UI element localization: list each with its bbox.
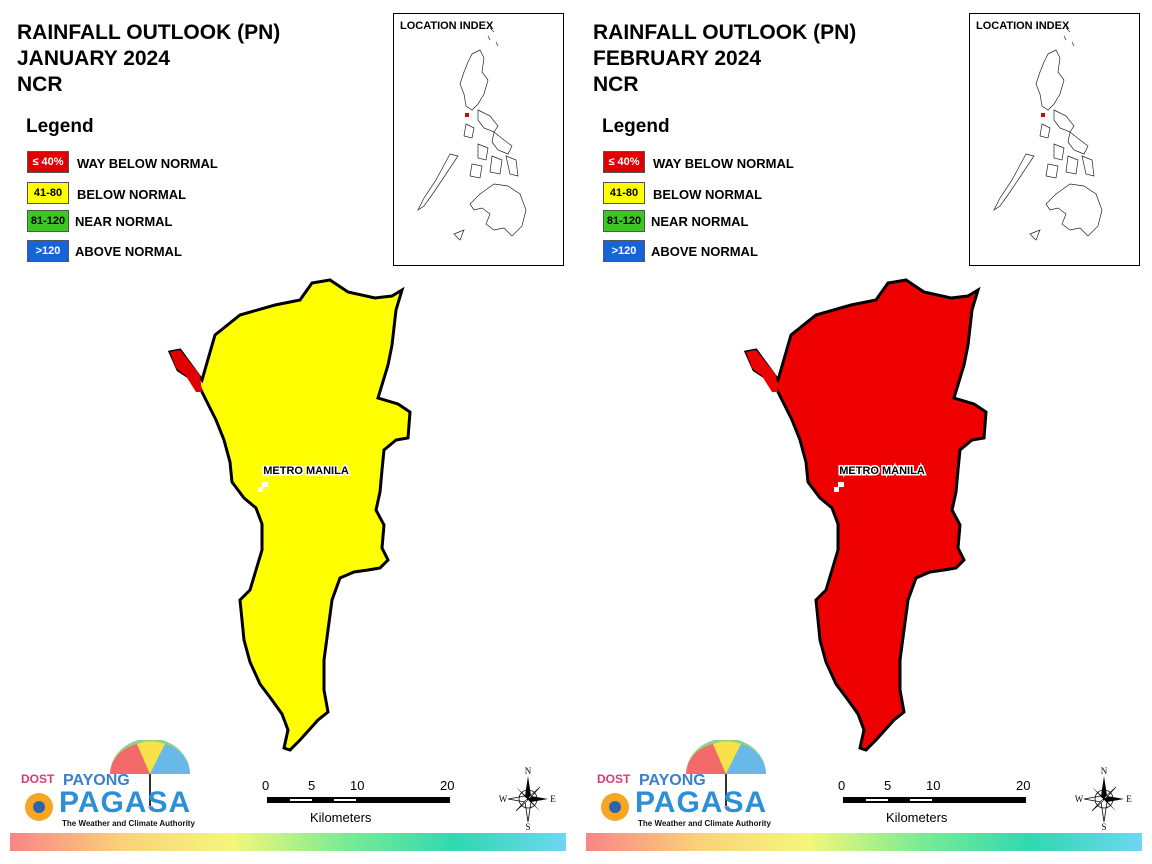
compass-rose-icon: N S W E [1075, 766, 1133, 832]
outlook-panel-january: RAINFALL OUTLOOK (PN) JANUARY 2024 NCR L… [10, 13, 566, 851]
ncr-rainfall-map: METRO MANILA [743, 278, 988, 752]
logo-tagline: The Weather and Climate Authority [638, 819, 771, 828]
legend-label-near: NEAR NORMAL [75, 214, 173, 229]
legend-swatch-above: >120 [27, 240, 69, 262]
map-label-metro-manila: METRO MANILA [263, 465, 349, 477]
location-index-title: LOCATION INDEX [400, 20, 494, 32]
legend-swatch-way-below: ≤ 40% [603, 151, 645, 173]
legend-label-below: BELOW NORMAL [653, 187, 763, 202]
logo-pagasa: PAGASA [59, 786, 192, 819]
ncr-region-fill [167, 278, 412, 752]
compass-e: E [550, 794, 556, 804]
umbrella-logo-icon [25, 740, 190, 821]
scale-bar: 0 5 10 20 Kilometers [826, 778, 1046, 828]
philippines-outline-icon [417, 27, 527, 241]
compass-n: N [525, 766, 532, 776]
legend-swatch-way-below: ≤ 40% [27, 151, 69, 173]
legend-swatch-near: 81-120 [603, 210, 645, 232]
legend-swatch-below: 41-80 [27, 182, 69, 204]
location-index-box: LOCATION INDEX [969, 13, 1140, 266]
philippines-outline-icon [993, 27, 1103, 241]
scale-bar-graphic [843, 797, 1026, 803]
scale-tick-20: 20 [440, 778, 455, 793]
scale-unit: Kilometers [310, 810, 372, 825]
city-marker-icon [262, 482, 268, 487]
umbrella-logo-icon [601, 740, 766, 821]
title-line-1: RAINFALL OUTLOOK (PN) [593, 21, 857, 44]
scale-tick-10: 10 [926, 778, 941, 793]
ncr-rainfall-map: METRO MANILA [167, 278, 412, 752]
compass-w: W [1075, 794, 1084, 804]
location-index-title: LOCATION INDEX [976, 20, 1070, 32]
legend-label-above: ABOVE NORMAL [651, 244, 758, 259]
ncr-marker-icon [465, 113, 469, 117]
scale-tick-0: 0 [838, 778, 846, 793]
legend-title: Legend [602, 116, 670, 137]
legend-swatch-above: >120 [603, 240, 645, 262]
legend-label-above: ABOVE NORMAL [75, 244, 182, 259]
scale-tick-5: 5 [308, 778, 316, 793]
title-region: NCR [17, 73, 63, 96]
logo-dost: DOST [21, 772, 55, 786]
logo-dost: DOST [597, 772, 631, 786]
ncr-marker-icon [1041, 113, 1045, 117]
title-region: NCR [593, 73, 639, 96]
scale-bar: 0 5 10 20 Kilometers [250, 778, 470, 828]
panel-title: RAINFALL OUTLOOK (PN) JANUARY 2024 NCR [17, 20, 280, 98]
compass-n: N [1101, 766, 1108, 776]
ncr-corner-area [746, 350, 778, 392]
payong-pagasa-logo: DOST PAYONG PAGASA The Weather and Clima… [15, 740, 205, 832]
compass-s: S [525, 822, 530, 832]
city-marker-icon [838, 482, 844, 487]
title-month: FEBRUARY 2024 [593, 47, 762, 70]
scale-tick-0: 0 [262, 778, 270, 793]
legend-label-way-below: WAY BELOW NORMAL [653, 156, 794, 171]
scale-tick-20: 20 [1016, 778, 1031, 793]
scale-unit: Kilometers [886, 810, 948, 825]
legend-swatch-near: 81-120 [27, 210, 69, 232]
scale-tick-10: 10 [350, 778, 365, 793]
scale-bar-graphic [267, 797, 450, 803]
compass-s: S [1101, 822, 1106, 832]
payong-pagasa-logo: DOST PAYONG PAGASA The Weather and Clima… [591, 740, 781, 832]
scale-tick-5: 5 [884, 778, 892, 793]
compass-rose-icon: N S W E [499, 766, 557, 832]
logo-payong: PAYONG [63, 772, 130, 789]
legend-label-below: BELOW NORMAL [77, 187, 187, 202]
compass-w: W [499, 794, 508, 804]
title-line-1: RAINFALL OUTLOOK (PN) [17, 21, 281, 44]
legend-swatch-below: 41-80 [603, 182, 645, 204]
bottom-color-strip [10, 833, 566, 851]
logo-pagasa: PAGASA [635, 786, 768, 819]
legend-label-way-below: WAY BELOW NORMAL [77, 156, 218, 171]
legend-label-near: NEAR NORMAL [651, 214, 749, 229]
panel-title: RAINFALL OUTLOOK (PN) FEBRUARY 2024 NCR [593, 20, 856, 98]
legend-title: Legend [26, 116, 94, 137]
ncr-corner-area [170, 350, 202, 392]
ncr-region-fill [743, 278, 988, 752]
title-month: JANUARY 2024 [17, 47, 170, 70]
logo-tagline: The Weather and Climate Authority [62, 819, 195, 828]
bottom-color-strip [586, 833, 1142, 851]
map-label-metro-manila: METRO MANILA [839, 465, 925, 477]
outlook-panel-february: RAINFALL OUTLOOK (PN) FEBRUARY 2024 NCR … [576, 0, 1152, 864]
logo-payong: PAYONG [639, 772, 706, 789]
location-index-box: LOCATION INDEX [393, 13, 564, 266]
compass-e: E [1126, 794, 1132, 804]
